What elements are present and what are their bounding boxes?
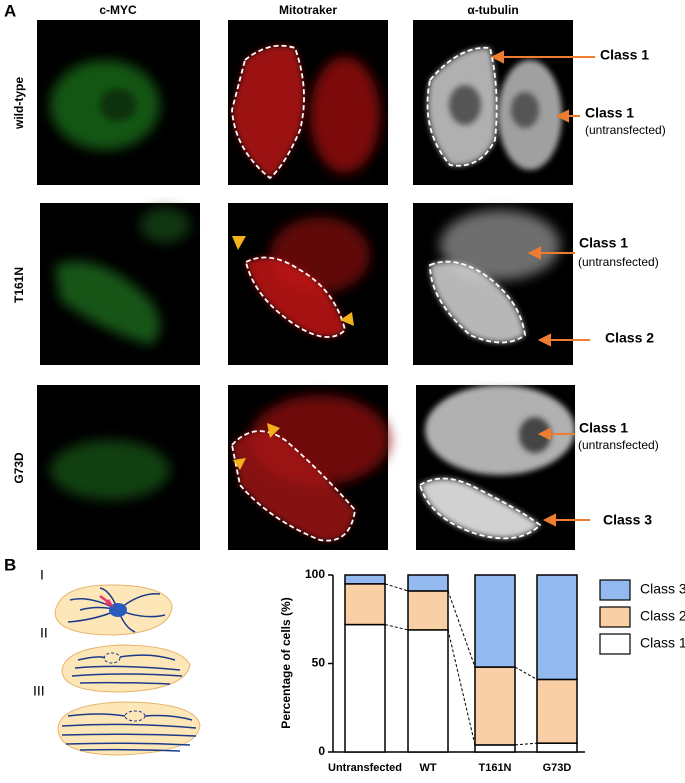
legend-label: Class 1 xyxy=(640,635,685,651)
column-header: Mitotraker xyxy=(279,3,337,17)
column-header: c-MYC xyxy=(99,3,137,17)
connector xyxy=(447,590,476,668)
annotation: Class 1 xyxy=(579,420,628,436)
legend-label: Class 3 xyxy=(640,581,685,597)
micrograph xyxy=(37,385,200,550)
micrograph xyxy=(37,20,200,185)
bar-segment xyxy=(407,574,449,592)
x-tick-label: T161N xyxy=(478,762,511,774)
bar-segment xyxy=(344,574,386,585)
connector xyxy=(514,666,538,680)
bar-segment xyxy=(536,678,578,744)
bar-segment xyxy=(536,574,578,681)
y-tick-label: 50 xyxy=(312,656,326,670)
bar-segment xyxy=(344,623,386,753)
row-label: G73D xyxy=(12,452,26,484)
arrows xyxy=(490,50,595,527)
annotation-note: (untransfected) xyxy=(578,438,659,452)
row-label: wild-type xyxy=(12,77,26,130)
diagram-label: II xyxy=(40,625,48,641)
connector xyxy=(384,624,409,631)
annotation: Class 3 xyxy=(603,512,652,528)
bar-segment xyxy=(407,590,449,631)
annotation: Class 1 xyxy=(579,235,628,251)
annotation-note: (untransfected) xyxy=(578,255,659,269)
legend-swatch xyxy=(599,579,631,601)
bar-segment xyxy=(344,583,386,626)
cell-diagram xyxy=(61,644,191,693)
annotation: Class 2 xyxy=(605,330,654,346)
micrograph xyxy=(413,20,573,185)
y-tick-label: 0 xyxy=(318,744,325,758)
bar-segment xyxy=(474,574,516,668)
legend-swatch xyxy=(599,633,631,655)
connector xyxy=(447,629,476,746)
x-tick-label: G73D xyxy=(543,762,572,774)
micrograph xyxy=(416,385,575,550)
micrograph xyxy=(40,203,200,365)
row-label: T161N xyxy=(12,267,26,303)
connector xyxy=(514,742,538,746)
cell-diagram xyxy=(54,584,173,636)
annotation: Class 1 xyxy=(585,105,634,121)
bar-segment xyxy=(536,742,578,753)
micrograph xyxy=(228,385,390,550)
panel-label: A xyxy=(4,1,16,20)
diagram-label: III xyxy=(33,683,45,699)
micrograph xyxy=(228,203,388,365)
bar-segment xyxy=(407,629,449,753)
bar-segment xyxy=(474,666,516,746)
annotation: Class 1 xyxy=(600,47,649,63)
connector xyxy=(384,583,409,592)
cell-diagram xyxy=(57,701,201,756)
x-tick-label: WT xyxy=(419,762,436,774)
legend-swatch xyxy=(599,606,631,628)
annotation-note: (untransfected) xyxy=(585,123,666,137)
legend-label: Class 2 xyxy=(640,608,685,624)
y-axis-label: Percentage of cells (%) xyxy=(279,597,293,728)
column-header: α-tubulin xyxy=(467,3,518,17)
micrograph xyxy=(228,20,388,185)
diagram-label: I xyxy=(40,567,44,583)
y-tick-label: 100 xyxy=(305,567,325,581)
panel-label: B xyxy=(4,555,16,574)
bar-segment xyxy=(474,744,516,753)
x-tick-label: Untransfected xyxy=(328,762,402,774)
